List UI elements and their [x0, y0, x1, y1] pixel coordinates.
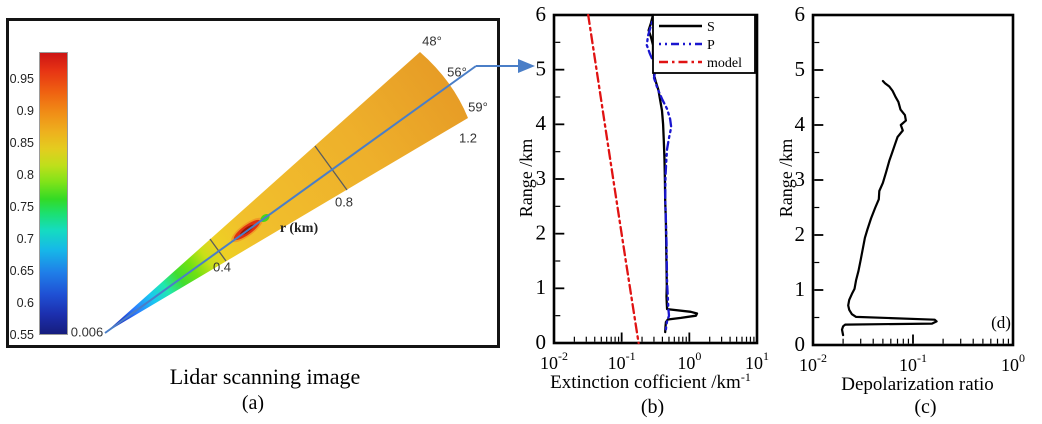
- c-xtick-label: 10-1: [899, 351, 927, 375]
- b-ytick-label: 4: [536, 111, 547, 135]
- c-x-ticks: [812, 334, 1014, 344]
- panel-a: 0.95 0.9 0.85 0.8 0.75 0.7 0.65 0.6 0.55 0.006 4…: [6, 18, 500, 348]
- c-xtick-label: 10-2: [799, 351, 827, 375]
- scan-angle-connector-arrow: [476, 59, 535, 73]
- c-ytick-label: 4: [795, 112, 806, 136]
- c-series: [840, 79, 938, 337]
- c-plot-box: [811, 13, 1015, 347]
- c-x-tick-labels: 10-2 10-1 100: [799, 351, 1025, 375]
- panel-b-xlabel: Extinction cofficient /km-1: [550, 370, 751, 393]
- panel-b-label: (b): [640, 396, 665, 418]
- panel-b-ylabel: Range /km: [516, 138, 536, 218]
- legend-label-P: P: [707, 38, 715, 53]
- colorbar: [39, 52, 68, 335]
- lidar-fan: [104, 52, 477, 334]
- b-ytick-label: 2: [536, 220, 547, 244]
- range-arc-0-8: [314, 145, 348, 191]
- panel-a-caption: Lidar scanning image: [169, 364, 361, 389]
- b-xtick-label: 100: [677, 349, 701, 373]
- b-ytick-label: 5: [536, 56, 547, 80]
- panel-c-xlabel: Depolarization ratio: [841, 374, 994, 395]
- range-label-0-4: 0.4: [212, 259, 232, 275]
- c-ytick-label: 5: [795, 57, 806, 81]
- panel-b-xlabel-exponent: -1: [740, 370, 751, 384]
- b-y-tick-labels: 6 5 4 3 2 1 0: [536, 2, 547, 354]
- c-ytick-label: 1: [795, 277, 806, 301]
- c-y-tick-labels: 6 5 4 3 2 1 0: [795, 2, 806, 356]
- c-ytick-label: 2: [795, 222, 806, 246]
- c-ytick-label: 3: [795, 167, 806, 191]
- c-ytick-label: 0: [795, 332, 806, 356]
- panel-a-label: (a): [241, 392, 265, 414]
- b-x-tick-labels: 10-2 10-1 100 101: [540, 349, 769, 373]
- angle-label-56: 56°: [447, 64, 467, 80]
- legend-box: [652, 14, 756, 74]
- angle-label-48: 48°: [422, 33, 442, 49]
- series-depolarization: [840, 79, 938, 337]
- beam-56deg-line: [104, 65, 477, 334]
- b-ytick-label: 3: [536, 166, 547, 190]
- depolarization-plot: 6 5 4 3 2 1 010-2 10-1 100: [795, 2, 1026, 375]
- b-ytick-label: 0: [536, 330, 547, 354]
- legend-label-S: S: [707, 20, 715, 35]
- b-y-ticks: [555, 14, 565, 344]
- range-label-1-2: 1.2: [458, 130, 478, 146]
- legend-label-model: model: [707, 56, 742, 71]
- c-ytick-label: 6: [795, 2, 806, 26]
- b-ytick-label: 1: [536, 275, 547, 299]
- b-ytick-label: 6: [536, 2, 547, 26]
- b-xtick-label: 10-2: [540, 349, 568, 373]
- arrowhead-icon: [518, 59, 535, 73]
- origin-range-label: 0.006: [70, 324, 104, 340]
- panel-c-ylabel: Range /km: [776, 138, 796, 218]
- b-x-ticks: [553, 332, 758, 342]
- series-P: [645, 14, 673, 332]
- b-xtick-label: 10-1: [608, 349, 636, 373]
- scan-fan-sector: [105, 52, 468, 333]
- series-model: [587, 13, 640, 345]
- r-axis-label: r (km): [279, 221, 319, 236]
- range-arc-0-4: [209, 238, 227, 262]
- c-y-ticks: [814, 14, 824, 346]
- angle-label-59: 59°: [468, 99, 488, 115]
- range-label-0-8: 0.8: [334, 194, 354, 210]
- c-xtick-label: 100: [1001, 351, 1025, 375]
- panel-c-label: (c): [914, 396, 937, 418]
- panel-c-inner-label: (d): [991, 313, 1011, 332]
